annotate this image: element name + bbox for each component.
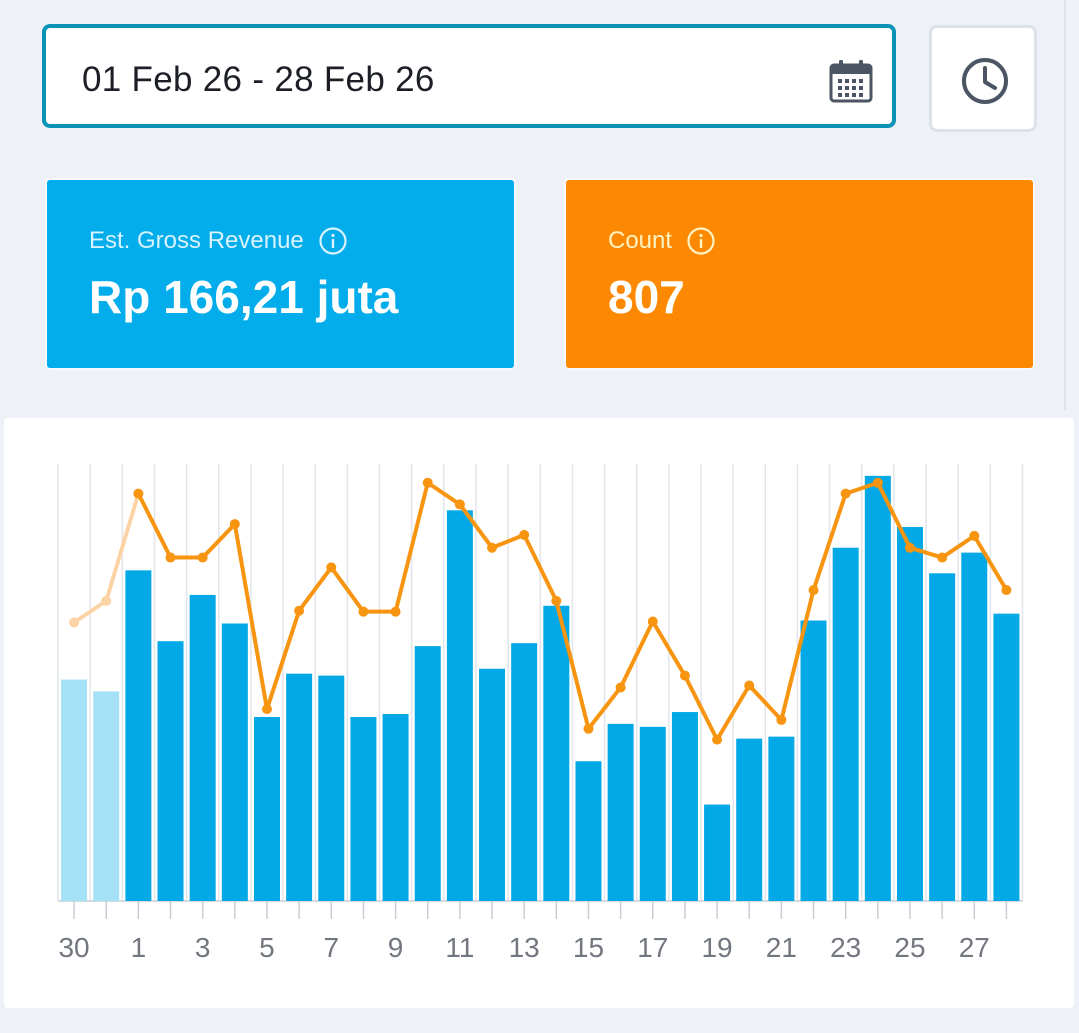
bar bbox=[800, 620, 827, 901]
count-point bbox=[615, 682, 626, 693]
chart-panel: 30 1 3 5 7 9 11 13 15 17 19 21 23 25 27 bbox=[4, 418, 1074, 1008]
x-tick-label: 21 bbox=[766, 932, 797, 963]
revenue-value: Rp 166,21 juta bbox=[89, 271, 399, 323]
count-point bbox=[679, 670, 690, 681]
clock-icon bbox=[962, 58, 1008, 104]
bar bbox=[543, 605, 570, 901]
x-tick-label: 7 bbox=[323, 932, 339, 963]
bar bbox=[896, 527, 923, 901]
count-point bbox=[519, 529, 530, 540]
time-button[interactable] bbox=[929, 25, 1037, 132]
count-point bbox=[197, 552, 208, 563]
count-line bbox=[136, 480, 1009, 742]
bar bbox=[157, 641, 184, 901]
bar bbox=[864, 475, 891, 901]
count-point bbox=[583, 723, 594, 734]
count-point bbox=[326, 562, 337, 573]
info-icon[interactable] bbox=[318, 226, 348, 256]
count-point bbox=[422, 477, 433, 488]
bar bbox=[993, 613, 1020, 901]
count-point bbox=[551, 595, 562, 606]
count-card: Count 807 bbox=[566, 180, 1033, 368]
revenue-label: Est. Gross Revenue bbox=[89, 227, 304, 254]
bar bbox=[382, 714, 409, 901]
bar bbox=[704, 804, 731, 901]
revenue-card: Est. Gross Revenue Rp 166,21 juta bbox=[47, 180, 514, 368]
bar bbox=[61, 679, 88, 901]
count-point bbox=[872, 477, 883, 488]
count-label: Count bbox=[608, 227, 673, 254]
bar bbox=[125, 570, 152, 901]
count-point bbox=[840, 488, 851, 499]
x-tick-label: 23 bbox=[830, 932, 861, 963]
x-tick-label: 1 bbox=[131, 932, 147, 963]
count-point bbox=[1001, 585, 1012, 596]
bar bbox=[736, 738, 763, 901]
x-tick-label: 17 bbox=[637, 932, 668, 963]
bar bbox=[318, 675, 345, 901]
calendar-icon[interactable] bbox=[828, 58, 874, 104]
bar bbox=[446, 510, 473, 901]
count-point bbox=[647, 616, 658, 627]
count-point bbox=[969, 530, 980, 541]
bar bbox=[671, 712, 698, 901]
panel-edge bbox=[1064, 0, 1066, 410]
bar bbox=[639, 726, 666, 901]
bar bbox=[350, 716, 377, 901]
count-point bbox=[487, 542, 498, 553]
x-tick-label: 13 bbox=[509, 932, 540, 963]
bar bbox=[414, 646, 441, 901]
x-tick-label: 19 bbox=[701, 932, 732, 963]
x-tick-label: 11 bbox=[445, 932, 474, 963]
bar bbox=[961, 552, 988, 901]
count-point bbox=[261, 704, 272, 715]
bar bbox=[768, 736, 795, 901]
x-tick-label: 25 bbox=[894, 932, 925, 963]
count-value: 807 bbox=[608, 271, 685, 323]
x-tick-label: 15 bbox=[573, 932, 604, 963]
bar bbox=[511, 643, 538, 901]
count-point bbox=[358, 606, 369, 617]
x-tick-label: 9 bbox=[388, 932, 404, 963]
count-point bbox=[808, 585, 819, 596]
revenue-count-chart: 30 1 3 5 7 9 11 13 15 17 19 21 23 25 27 bbox=[57, 464, 1024, 963]
count-point bbox=[165, 552, 176, 563]
count-point bbox=[937, 552, 948, 563]
bar bbox=[286, 673, 313, 901]
count-point bbox=[744, 680, 755, 691]
count-point bbox=[454, 499, 465, 510]
count-point bbox=[904, 542, 915, 553]
x-tick-label: 5 bbox=[259, 932, 275, 963]
bar bbox=[607, 723, 634, 901]
bar bbox=[221, 623, 248, 901]
x-tick-label: 30 bbox=[58, 932, 89, 963]
bar bbox=[575, 761, 602, 901]
bar bbox=[253, 716, 280, 901]
count-point bbox=[390, 606, 401, 617]
bar bbox=[832, 547, 859, 901]
count-point bbox=[229, 519, 240, 530]
count-point bbox=[776, 714, 787, 725]
date-range-value: 01 Feb 26 - 28 Feb 26 bbox=[82, 60, 435, 99]
info-icon[interactable] bbox=[686, 226, 716, 256]
count-point bbox=[294, 605, 305, 616]
bar bbox=[929, 573, 956, 901]
count-point bbox=[69, 617, 80, 628]
x-tick-label: 27 bbox=[959, 932, 990, 963]
count-point bbox=[101, 595, 112, 606]
x-tick-label: 3 bbox=[195, 932, 211, 963]
bar bbox=[479, 668, 506, 901]
count-point bbox=[712, 734, 723, 745]
date-range-field[interactable]: 01 Feb 26 - 28 Feb 26 bbox=[42, 24, 896, 128]
bar bbox=[189, 594, 216, 901]
count-point bbox=[133, 488, 144, 499]
bar bbox=[93, 691, 120, 901]
